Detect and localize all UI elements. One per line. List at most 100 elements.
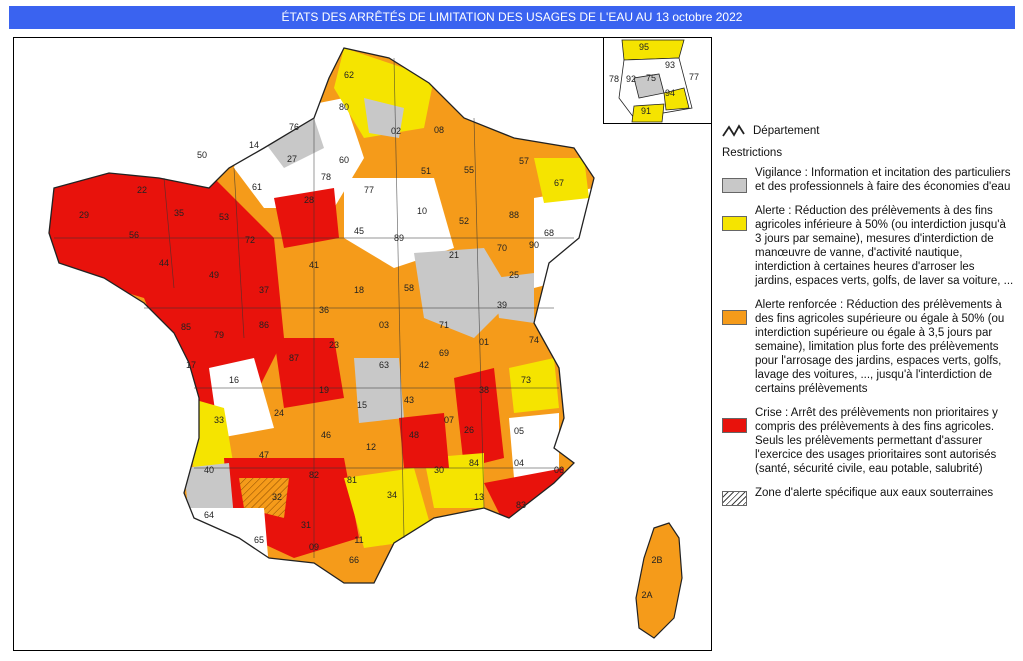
dept-label-79: 79 xyxy=(214,330,224,340)
department-labels: 62 80 02 08 76 27 60 51 55 57 67 50 14 61 78 77 10 52 88 68… xyxy=(79,70,663,600)
dept-label-34: 34 xyxy=(387,490,397,500)
map-canvas: 62 80 02 08 76 27 60 51 55 57 67 50 14 61 78 77 10 52 88 68… xyxy=(48,47,683,639)
inset-labels: 95 93 78 92 75 77 94 91 xyxy=(609,42,699,116)
dept-label-11: 11 xyxy=(354,535,363,545)
dept-label-88: 88 xyxy=(509,210,519,220)
dept-label-46: 46 xyxy=(321,430,331,440)
restriction-categories: Vigilance : Information et incitation de… xyxy=(722,166,1014,476)
dept-label-36: 36 xyxy=(319,305,329,315)
dept-label-12: 12 xyxy=(366,442,376,452)
dept-label-26: 26 xyxy=(464,425,474,435)
dept-label-09: 09 xyxy=(309,542,319,552)
dept-label-70: 70 xyxy=(497,243,507,253)
dept-label-49: 49 xyxy=(209,270,219,280)
dept-label-82: 82 xyxy=(309,470,319,480)
dept-label-38: 38 xyxy=(479,385,489,395)
dept-label-63: 63 xyxy=(379,360,389,370)
departement-line-icon xyxy=(722,124,745,137)
dept-label-39: 39 xyxy=(497,300,507,310)
dept-label-80: 80 xyxy=(339,102,349,112)
map-title: ÉTATS DES ARRÊTÉS DE LIMITATION DES USAG… xyxy=(9,6,1015,29)
dept-label-41: 41 xyxy=(309,260,319,270)
dept-label-05: 05 xyxy=(514,426,524,436)
dept-label-86: 86 xyxy=(259,320,269,330)
inset-dept-label-93: 93 xyxy=(665,60,675,70)
dept-label-56: 56 xyxy=(129,230,139,240)
dept-label-76: 76 xyxy=(289,122,299,132)
alerte_renforcee-swatch xyxy=(722,310,747,325)
dept-label-48: 48 xyxy=(409,430,419,440)
inset-dept-label-95: 95 xyxy=(639,42,649,52)
inset-canvas: 95 93 78 92 75 77 94 91 xyxy=(604,38,711,123)
dept-label-55: 55 xyxy=(464,165,474,175)
alerte_renforcee-label: Alerte renforcée : Réduction des prélève… xyxy=(755,299,1005,395)
dept-label-29: 29 xyxy=(79,210,89,220)
dept-label-08: 08 xyxy=(434,125,444,135)
corsica xyxy=(635,522,683,639)
france-map: 62 80 02 08 76 27 60 51 55 57 67 50 14 61 78 77 10 52 88 68… xyxy=(13,37,712,651)
dept-label-85: 85 xyxy=(181,322,191,332)
legend-crise: Crise : Arrêt des prélèvements non prior… xyxy=(722,406,1014,476)
dept-label-81: 81 xyxy=(347,475,357,485)
dept-label-04: 04 xyxy=(514,458,524,468)
dept-label-02: 02 xyxy=(391,126,401,136)
dept-label-50: 50 xyxy=(197,150,207,160)
dept-label-90: 90 xyxy=(529,240,539,250)
department-borders xyxy=(54,57,574,558)
paris-inset: 95 93 78 92 75 77 94 91 xyxy=(603,37,712,124)
dept-label-22: 22 xyxy=(137,185,147,195)
groundwater-label: Zone d'alerte spécifique aux eaux souter… xyxy=(755,487,994,499)
alerte-swatch xyxy=(722,216,747,231)
dept-label-43: 43 xyxy=(404,395,414,405)
dept-label-14: 14 xyxy=(249,140,259,150)
dept-label-27: 27 xyxy=(287,154,297,164)
departement-label: Département xyxy=(753,125,820,137)
groundwater-hatch-swatch xyxy=(722,491,747,506)
inset-dept-label-75: 75 xyxy=(646,73,656,83)
legend-departement: Département xyxy=(722,124,1014,138)
dept-label-30: 30 xyxy=(434,465,444,475)
dept-label-61: 61 xyxy=(252,182,262,192)
dept-label-2B: 2B xyxy=(651,555,662,565)
dept-label-66: 66 xyxy=(349,555,359,565)
dept-label-72: 72 xyxy=(245,235,255,245)
dept-label-06: 06 xyxy=(554,465,564,475)
crise-swatch xyxy=(722,418,747,433)
dept-label-89: 89 xyxy=(394,233,404,243)
inset-dept-label-92: 92 xyxy=(626,74,636,84)
dept-label-83: 83 xyxy=(516,500,526,510)
dept-label-87: 87 xyxy=(289,353,299,363)
dept-label-44: 44 xyxy=(159,258,169,268)
alerte-label: Alerte : Réduction des prélèvements à de… xyxy=(755,205,1014,287)
dept-label-21: 21 xyxy=(449,250,459,260)
dept-label-68: 68 xyxy=(544,228,554,238)
dept-label-74: 74 xyxy=(529,335,539,345)
dept-label-51: 51 xyxy=(421,166,431,176)
dept-label-64: 64 xyxy=(204,510,214,520)
dept-label-17: 17 xyxy=(186,360,196,370)
restrictions-heading: Restrictions xyxy=(722,147,783,159)
dept-label-03: 03 xyxy=(379,320,389,330)
legend-groundwater: Zone d'alerte spécifique aux eaux souter… xyxy=(722,486,1014,506)
dept-label-40: 40 xyxy=(204,465,214,475)
dept-label-32: 32 xyxy=(272,492,282,502)
dept-label-15: 15 xyxy=(357,400,367,410)
dept-label-65: 65 xyxy=(254,535,264,545)
dept-label-60: 60 xyxy=(339,155,349,165)
dept-label-37: 37 xyxy=(259,285,269,295)
dept-label-58: 58 xyxy=(404,283,414,293)
dept-label-45: 45 xyxy=(354,226,364,236)
dept-label-19: 19 xyxy=(319,385,329,395)
dept-label-23: 23 xyxy=(329,340,339,350)
dept-label-71: 71 xyxy=(439,320,449,330)
map-legend: Département Restrictions Vigilance : Inf… xyxy=(722,124,1014,516)
dept-label-62: 62 xyxy=(344,70,354,80)
inset-dept-label-77: 77 xyxy=(689,72,699,82)
dept-label-69: 69 xyxy=(439,348,449,358)
legend-alerte_renforcee: Alerte renforcée : Réduction des prélève… xyxy=(722,298,1014,396)
dept-label-47: 47 xyxy=(259,450,269,460)
mainland-outline xyxy=(48,47,595,584)
dept-label-57: 57 xyxy=(519,156,529,166)
dept-label-33: 33 xyxy=(214,415,224,425)
dept-label-77: 77 xyxy=(364,185,374,195)
